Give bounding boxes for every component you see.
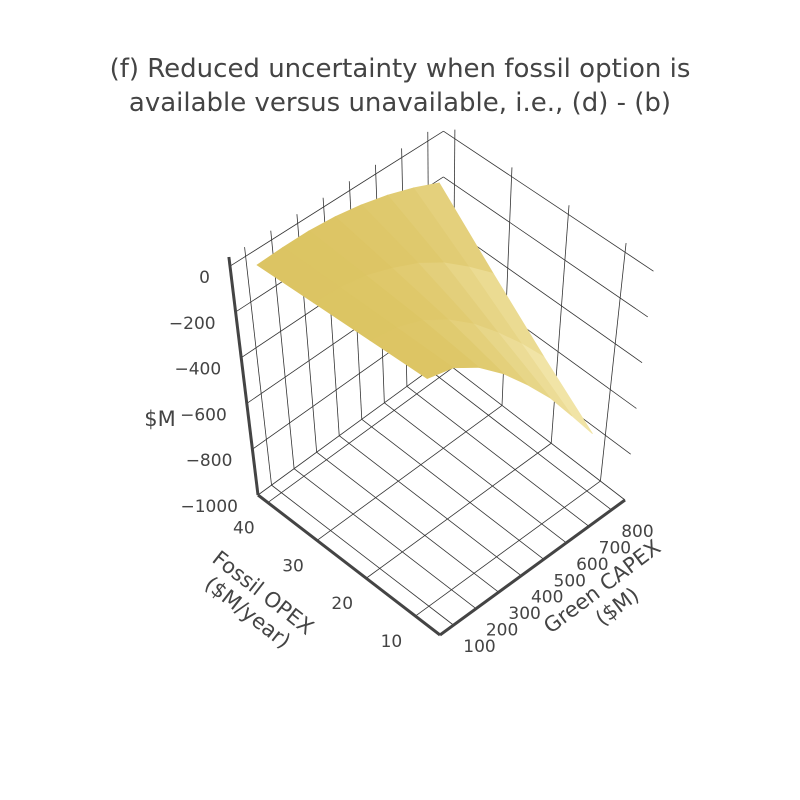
z-grid-line: [257, 359, 444, 496]
surface-patch: [521, 343, 593, 435]
x-tick-label: 100: [463, 637, 495, 657]
z-tick-label: −600: [180, 405, 227, 425]
z-axis-title: $M: [144, 407, 176, 431]
x-grid-line: [384, 402, 567, 544]
z-grid-line: [443, 176, 648, 318]
z-grid-line: [442, 359, 626, 501]
y-tick-label: 30: [282, 556, 304, 576]
y-grid-line: [600, 243, 627, 482]
surface-patch: [369, 327, 455, 379]
y-grid-line: [316, 405, 503, 541]
y-tick-label: 10: [381, 632, 403, 652]
x-grid-line: [361, 418, 545, 560]
z-axis-line: [227, 256, 260, 496]
x-tick-label: 500: [554, 571, 586, 591]
x-grid-line: [429, 369, 612, 511]
y-grid-line: [550, 205, 570, 444]
x-tick-label: 300: [508, 604, 540, 624]
x-tick-label: 400: [531, 588, 563, 608]
z-tick-label: −400: [174, 360, 221, 380]
y-tick-label: 20: [331, 594, 353, 614]
x-tick-label: 800: [621, 522, 653, 542]
z-tick-label: 0: [199, 268, 210, 288]
x-grid-line: [406, 386, 590, 527]
x-tick-label: 200: [486, 621, 518, 641]
x-grid-line: [293, 468, 477, 609]
z-grid-line: [229, 130, 444, 267]
z-tick-label: −1000: [180, 497, 238, 517]
y-grid-line: [365, 442, 552, 579]
y-tick-label: 40: [233, 519, 255, 539]
chart-title: (f) Reduced uncertainty when fossil opti…: [109, 54, 691, 118]
x-grid-line: [316, 451, 499, 593]
x-grid-line: [271, 484, 454, 626]
z-tick-label: −800: [186, 451, 233, 471]
x-grid-line: [338, 435, 522, 577]
z-grid-line: [443, 130, 654, 272]
y-grid-line: [267, 367, 454, 503]
x-tick-label: 700: [599, 538, 631, 558]
y-axis-line: [257, 493, 441, 637]
y-grid-line: [415, 480, 601, 617]
z-tick-label: −200: [169, 314, 216, 334]
x-tick-label: 600: [576, 555, 608, 575]
x-grid-line: [244, 247, 272, 486]
x-axis-line: [439, 498, 626, 637]
